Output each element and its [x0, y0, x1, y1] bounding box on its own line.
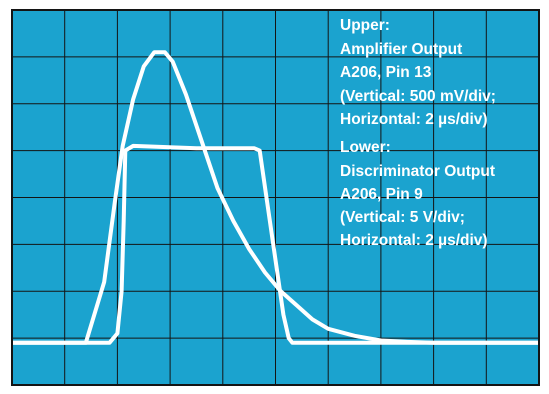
annotation-upper-line-1: Upper: — [340, 17, 390, 34]
annotation-upper-line-4: (Vertical: 500 mV/div; — [340, 88, 496, 105]
screen-frame — [11, 9, 540, 386]
annotation-lower-line-1: Lower: — [340, 139, 391, 156]
annotation-lower-line-4: (Vertical: 5 V/div; — [340, 209, 465, 226]
annotation-upper-line-3: A206, Pin 13 — [340, 64, 432, 81]
grid — [12, 10, 539, 385]
traces — [10, 50, 541, 345]
annotation-upper-line-2: Amplifier Output — [340, 41, 462, 58]
annotation-lower-line-3: A206, Pin 9 — [340, 186, 423, 203]
annotation-lower: Lower: Discriminator Output A206, Pin 9 … — [340, 139, 495, 249]
annotation-upper-line-5: Horizontal: 2 µs/div) — [340, 111, 488, 128]
annotation-lower-line-5: Horizontal: 2 µs/div) — [340, 232, 488, 249]
lower-trace-line — [10, 143, 541, 345]
upper-trace-line — [10, 50, 541, 345]
annotation-lower-line-2: Discriminator Output — [340, 163, 495, 180]
annotation-upper: Upper: Amplifier Output A206, Pin 13 (Ve… — [340, 17, 496, 128]
